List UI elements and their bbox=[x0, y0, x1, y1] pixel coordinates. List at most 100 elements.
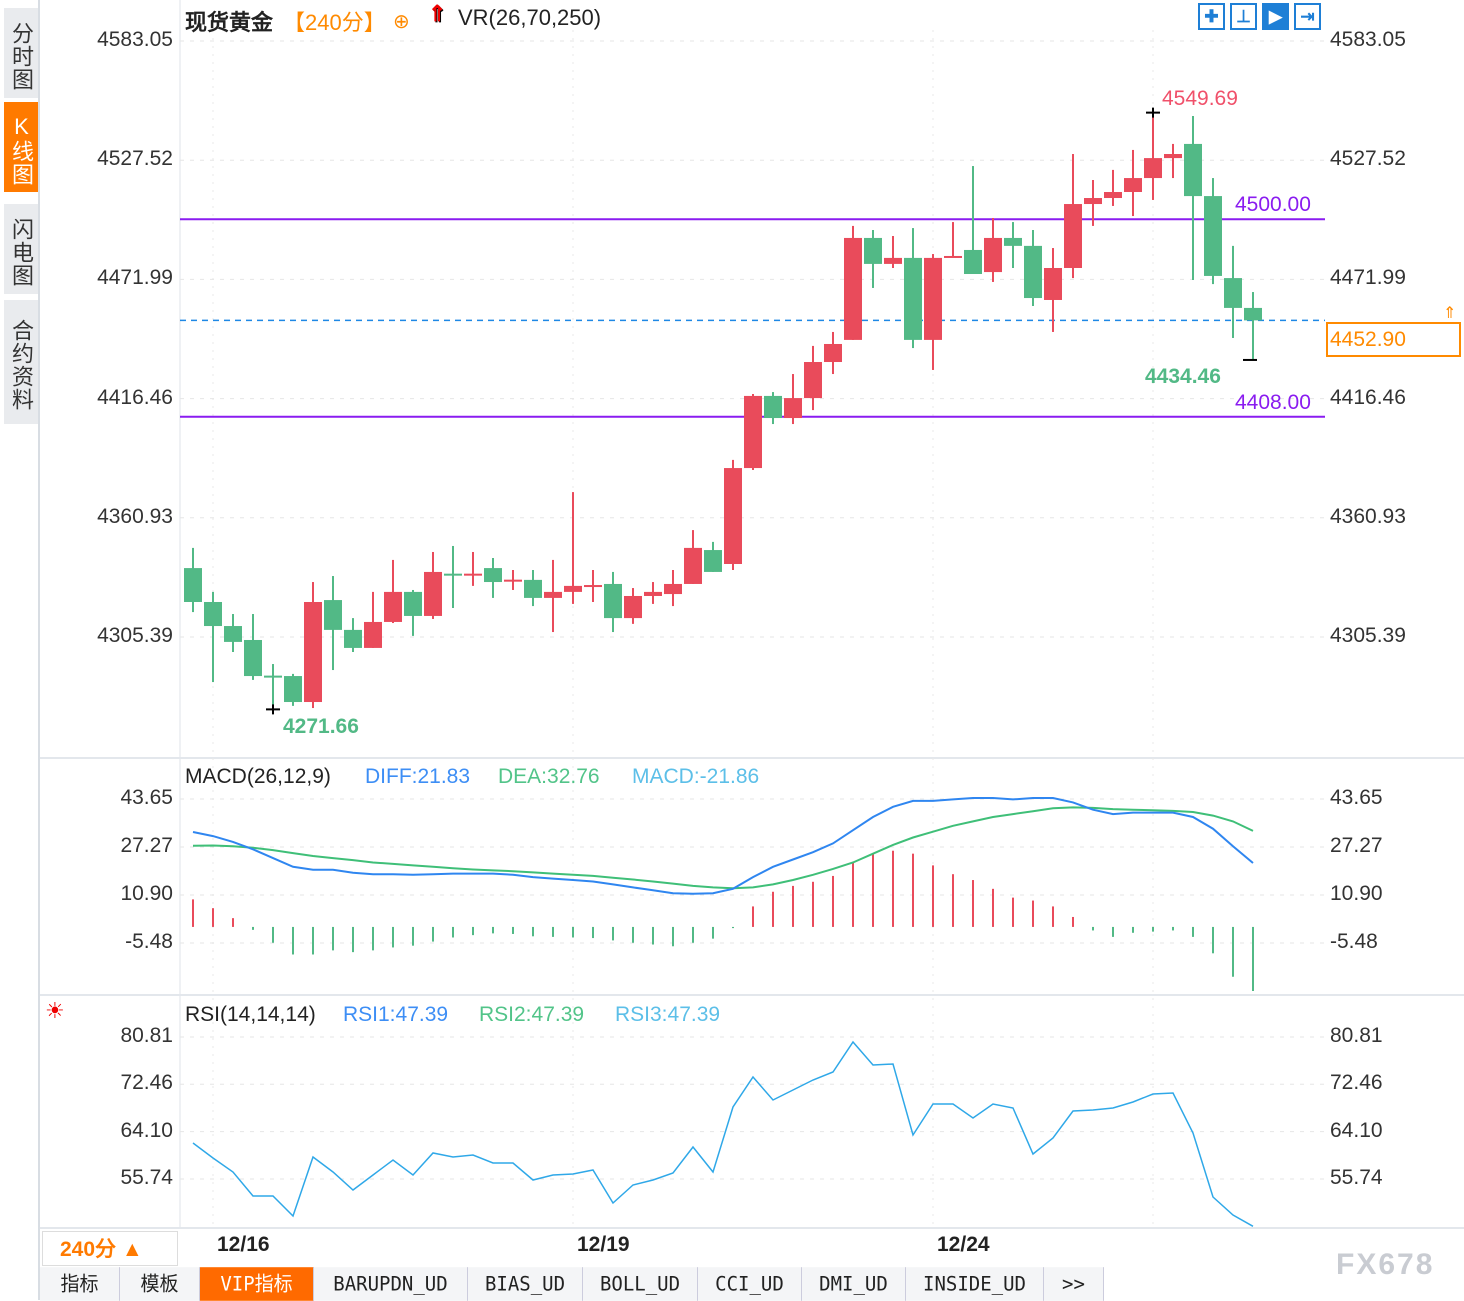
candle-body bbox=[444, 573, 462, 576]
candle-body bbox=[844, 237, 862, 340]
candle-body bbox=[944, 255, 962, 258]
candle-body bbox=[1124, 178, 1142, 193]
date-tick: 12/19 bbox=[577, 1233, 630, 1256]
rsi2-label: RSI2:47.39 bbox=[479, 1003, 585, 1026]
macd-tick-right: 10.90 bbox=[1330, 881, 1383, 905]
candle-body bbox=[764, 395, 782, 419]
sidebar-tab-contract-info[interactable]: 合约资料 bbox=[4, 300, 38, 426]
rsi-tick-right: 55.74 bbox=[1330, 1165, 1383, 1189]
price-tick-left: 4360.93 bbox=[97, 504, 173, 528]
price-tick-left: 4416.46 bbox=[97, 385, 173, 409]
macd-tick-right: 43.65 bbox=[1330, 786, 1383, 809]
current-price-box: 4452.90 bbox=[1326, 322, 1461, 357]
candle-body bbox=[324, 600, 342, 630]
candle-body bbox=[404, 591, 422, 616]
sidebar-tab-kline[interactable]: K线图 bbox=[4, 102, 38, 194]
scroll-up-icon[interactable]: ⇑ bbox=[1443, 305, 1457, 322]
watermark: FX678 bbox=[1336, 1248, 1435, 1281]
period-label: 【240分】 bbox=[283, 10, 386, 35]
macd-tick-left: 27.27 bbox=[120, 834, 173, 857]
candle-body bbox=[584, 585, 602, 588]
settings-sun-icon[interactable]: ☀ bbox=[45, 998, 65, 1023]
candle-body bbox=[1024, 245, 1042, 299]
candle-body bbox=[1224, 278, 1242, 308]
candle-body bbox=[1184, 143, 1202, 197]
candle-body bbox=[484, 568, 502, 583]
macd-tick-right: -5.48 bbox=[1330, 929, 1378, 953]
tab-cci[interactable]: CCI_UD bbox=[698, 1267, 802, 1301]
tab-bias[interactable]: BIAS_UD bbox=[468, 1267, 583, 1301]
macd-title: MACD(26,12,9) bbox=[185, 765, 331, 788]
date-tick: 12/16 bbox=[217, 1233, 270, 1256]
rsi-tick-left: 72.46 bbox=[120, 1071, 173, 1095]
candle-body bbox=[1064, 204, 1082, 268]
candle-body bbox=[244, 639, 262, 677]
candle-body bbox=[804, 362, 822, 399]
macd-diff-label: DIFF:21.83 bbox=[365, 765, 471, 788]
high-price-label: 4549.69 bbox=[1162, 87, 1238, 110]
tab-barupdn[interactable]: BARUPDN_UD bbox=[314, 1267, 468, 1301]
hline-label-4500: 4500.00 bbox=[1235, 193, 1311, 216]
candle-body bbox=[224, 626, 242, 642]
rsi-tick-left: 64.10 bbox=[120, 1118, 173, 1142]
prior-low-label: 4271.66 bbox=[283, 715, 359, 738]
candle-body bbox=[564, 585, 582, 592]
candle-body bbox=[304, 601, 322, 703]
candle-body bbox=[544, 591, 562, 598]
diff-line bbox=[192, 797, 1254, 895]
crosshair-icon[interactable]: ✚ bbox=[1198, 3, 1225, 30]
candle-body bbox=[684, 547, 702, 584]
rsi3-label: RSI3:47.39 bbox=[615, 1003, 721, 1026]
tab-inside[interactable]: INSIDE_UD bbox=[906, 1267, 1044, 1301]
price-tick-right: 4360.93 bbox=[1330, 504, 1406, 528]
price-tick-right: 4583.05 bbox=[1330, 28, 1406, 51]
arrow-up-icon[interactable]: ⇑ bbox=[428, 1, 447, 26]
price-tick-right: 4527.52 bbox=[1330, 147, 1406, 171]
add-indicator-icon[interactable]: ⊕ bbox=[393, 11, 410, 33]
candle-body bbox=[644, 591, 662, 596]
candle-body bbox=[924, 257, 942, 340]
candle-body bbox=[904, 257, 922, 340]
sidebar-tab-flash[interactable]: 闪电图 bbox=[4, 204, 38, 296]
tab-boll[interactable]: BOLL_UD bbox=[583, 1267, 698, 1301]
macd-tick-left: -5.48 bbox=[125, 929, 173, 953]
candle-body bbox=[1244, 307, 1262, 321]
price-tick-left: 4583.05 bbox=[97, 28, 173, 51]
play-icon[interactable]: ▶ bbox=[1262, 3, 1289, 30]
tab-vip-indicators[interactable]: VIP指标 bbox=[200, 1267, 314, 1301]
price-tick-right: 4416.46 bbox=[1330, 385, 1406, 409]
tab-more[interactable]: >> bbox=[1044, 1267, 1104, 1301]
candle-body bbox=[1164, 154, 1182, 159]
hline-label-4408: 4408.00 bbox=[1235, 391, 1311, 414]
candle-body bbox=[1204, 196, 1222, 276]
tab-templates[interactable]: 模板 bbox=[120, 1267, 200, 1301]
candle-body bbox=[1144, 158, 1162, 179]
tab-dmi[interactable]: DMI_UD bbox=[802, 1267, 906, 1301]
dea-line bbox=[192, 806, 1254, 890]
symbol-name: 现货黄金 bbox=[185, 10, 274, 35]
candle-body bbox=[264, 675, 282, 678]
rsi-tick-left: 55.74 bbox=[120, 1165, 173, 1189]
tab-indicators[interactable]: 指标 bbox=[40, 1267, 120, 1301]
candle-body bbox=[744, 395, 762, 469]
prior-low-marker bbox=[266, 704, 280, 715]
price-tick-left: 4527.52 bbox=[97, 147, 173, 171]
candle-body bbox=[524, 579, 542, 598]
period-selector[interactable]: 240分 ▲ bbox=[42, 1231, 178, 1266]
exit-icon[interactable]: ⇥ bbox=[1294, 3, 1321, 30]
candle-body bbox=[184, 568, 202, 602]
candle-body bbox=[984, 237, 1002, 273]
rsi-tick-left: 80.81 bbox=[120, 1024, 173, 1047]
low-price-label: 4434.46 bbox=[1145, 365, 1221, 388]
candle-body bbox=[624, 595, 642, 619]
candle-body bbox=[864, 237, 882, 264]
candle-body bbox=[824, 343, 842, 363]
candle-body bbox=[604, 583, 622, 619]
macd-tick-left: 10.90 bbox=[120, 881, 173, 905]
zoom-fit-icon[interactable]: ⊥ bbox=[1230, 3, 1257, 30]
sidebar-tab-timeshare[interactable]: 分时图 bbox=[4, 8, 38, 100]
price-tick-right: 4305.39 bbox=[1330, 624, 1406, 647]
rsi-tick-right: 80.81 bbox=[1330, 1024, 1383, 1047]
macd-tick-right: 27.27 bbox=[1330, 834, 1383, 857]
